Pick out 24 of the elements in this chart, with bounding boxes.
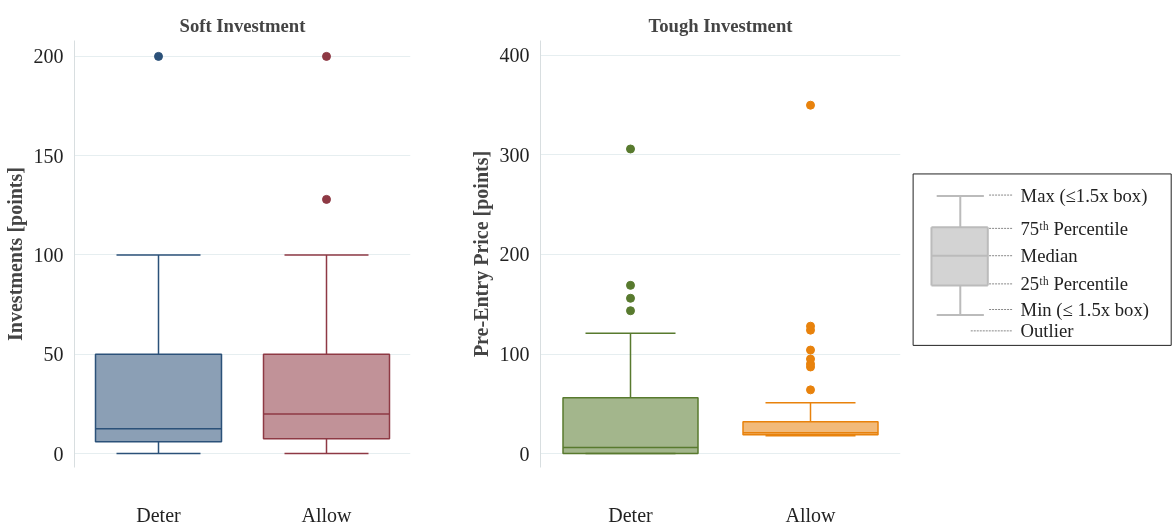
x-tick-label: Allow — [301, 503, 353, 526]
y-axis-title: Pre-Entry Price [points] — [469, 150, 493, 358]
y-tick-label: 150 — [33, 144, 64, 167]
y-tick-label: 100 — [499, 343, 530, 366]
x-tick-label: Deter — [136, 503, 182, 526]
text: 75ᵗʰ Percentile — [1020, 217, 1129, 239]
text: 25ᵗʰ Percentile — [1020, 273, 1129, 295]
text: Outlier — [1020, 320, 1075, 342]
y-tick-label: 50 — [43, 343, 64, 366]
y-axis-title: Investments [points] — [3, 167, 27, 341]
y-tick-label: 200 — [33, 45, 64, 68]
text: Max (≤1.5x box) — [1020, 184, 1148, 207]
chart-title: Tough Investment — [648, 14, 794, 36]
y-tick-label: 400 — [499, 44, 530, 67]
x-tick-label: Allow — [785, 503, 837, 526]
text: Median — [1020, 245, 1079, 267]
y-tick-label: 0 — [53, 442, 64, 465]
y-tick-label: 100 — [33, 243, 64, 266]
chart-title: Soft Investment — [179, 14, 307, 36]
x-tick-label: Deter — [608, 503, 654, 526]
y-tick-label: 0 — [519, 442, 530, 465]
y-tick-label: 300 — [499, 143, 530, 166]
text: Min (≤ 1.5x box) — [1020, 299, 1149, 322]
y-tick-label: 200 — [499, 243, 530, 266]
